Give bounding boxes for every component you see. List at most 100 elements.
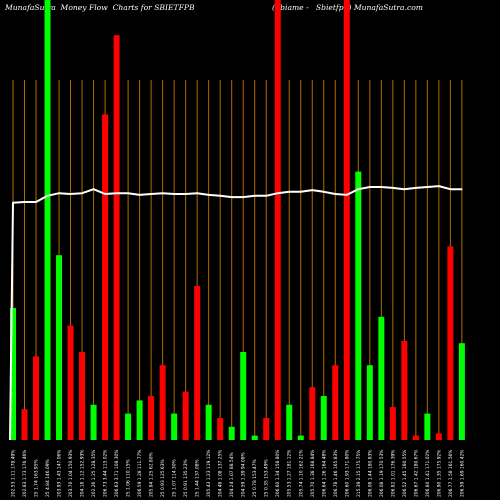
line-point	[162, 192, 164, 194]
bar-down	[21, 409, 28, 440]
bar-up	[378, 316, 385, 440]
x-tick-label: 206.90 1.35 175.92%	[436, 450, 442, 497]
line-point	[58, 192, 60, 194]
x-tick-label: 215.39 2.15 175.75%	[356, 450, 362, 497]
bar-down	[113, 35, 120, 440]
bar-down	[263, 418, 270, 440]
bar-down	[274, 0, 281, 440]
x-tick-label: 25 0.93 125.63%	[160, 459, 166, 497]
x-tick-label: 25 1.07 114.30%	[172, 459, 178, 497]
x-tick-label: 206.64 1.26 164.48%	[321, 450, 327, 497]
x-tick-label: 202.26 1.25 128.35%	[91, 450, 97, 497]
bar-up	[297, 435, 304, 440]
line-point	[173, 193, 175, 195]
line-point	[127, 192, 129, 194]
line-point	[12, 202, 14, 204]
bar-down	[182, 391, 189, 440]
bar-down	[401, 341, 408, 440]
line-point	[265, 195, 267, 197]
x-tick-label: 204.24 1.07 88.54%	[229, 452, 235, 497]
bar-up	[366, 365, 373, 440]
x-tick-label: 206.60 1.34 158.80%	[275, 450, 281, 497]
x-tick-label: 204.59 1.39 94.08%	[241, 452, 247, 497]
bar-up	[240, 352, 247, 440]
line-point	[185, 193, 187, 195]
bar-down	[389, 407, 396, 440]
x-tick-label: 206.59 1.28 111.77%	[137, 450, 143, 497]
x-tick-label: 205.74 1.10 162.21%	[298, 450, 304, 497]
x-tick-label: 202.83 1.73 176.46%	[22, 450, 28, 497]
line-point	[300, 191, 302, 193]
x-tick-label: 206.08 1.19 170.53%	[379, 450, 385, 497]
line-point	[139, 194, 141, 196]
x-tick-label: 206.73 3.44 115.02%	[103, 450, 109, 497]
line-point	[115, 192, 118, 194]
bar-up	[424, 413, 431, 440]
bar-down	[79, 352, 86, 440]
bar-up	[44, 0, 51, 440]
bar-down	[67, 325, 74, 440]
x-tick-label: 206.82 1.01 176.39%	[390, 450, 396, 497]
money-flow-line	[9, 185, 462, 441]
bar-up	[90, 404, 97, 440]
money-flow-line-group	[9, 185, 463, 441]
line-point	[81, 192, 83, 194]
x-tick-label: 206.59 1.69 160.42%	[459, 450, 465, 497]
bar-up	[458, 343, 465, 440]
x-tick-label: 205.43 1.23 119.12%	[206, 450, 212, 497]
x-tick-label: 204.48 1.08 137.25%	[218, 450, 224, 497]
x-tick-label: 206.67 1.42 180.67%	[413, 450, 419, 497]
line-point	[23, 201, 26, 203]
x-tick-label: 206.52 1.45 180.55%	[402, 450, 408, 497]
line-point	[369, 186, 371, 188]
line-point	[334, 193, 336, 195]
x-tick-label: 203.70 1.04 150.93%	[68, 450, 74, 497]
x-tick-label: 205.53 1.27 181.12%	[287, 450, 293, 497]
x-tick-label: 25 4.84 146.09%	[45, 459, 51, 497]
bar-up	[228, 426, 235, 440]
line-point	[357, 188, 359, 190]
line-point	[219, 195, 221, 197]
x-tick-label: 25 1.74 163.95%	[34, 459, 40, 497]
x-tick-label: 205.84 1.25 62.80%	[149, 452, 155, 497]
line-point	[449, 188, 451, 190]
line-point	[288, 191, 290, 193]
line-point	[150, 193, 152, 195]
bar-up	[355, 171, 362, 440]
line-point	[461, 188, 463, 190]
bar-up	[171, 413, 178, 440]
line-point	[231, 196, 233, 198]
bar-up	[10, 308, 16, 440]
bar-up	[136, 400, 143, 440]
x-tick-label: 202.53 1.11 178.49%	[11, 450, 17, 497]
x-tick-label: 206.08 1.44 180.83%	[367, 450, 373, 497]
bar-up	[251, 435, 258, 440]
line-point	[323, 191, 325, 193]
line-point	[403, 188, 405, 190]
line-point	[242, 196, 244, 198]
bar-down	[102, 114, 109, 441]
line-point	[277, 192, 279, 194]
line-point	[208, 194, 210, 196]
bar-down	[309, 387, 316, 440]
x-tick-label: 25 0.78 153.47%	[252, 459, 258, 497]
x-tick-label: 206.77 1.58 161.56%	[448, 450, 454, 497]
line-point	[69, 193, 72, 195]
bar-down	[194, 286, 201, 440]
x-tick-label: 25 1.06 110.15%	[126, 459, 132, 497]
x-tick-label: 25 0.91 135.23%	[183, 459, 189, 497]
line-point	[311, 189, 313, 191]
chart-subtitle: (Sbiame - Sbietfpb) MunafaSutra.com	[272, 3, 424, 12]
line-point	[104, 193, 106, 195]
line-point	[196, 192, 198, 194]
line-point	[92, 188, 95, 190]
x-tick-label: 204.18 1.12 152.93%	[80, 450, 86, 497]
bar-down	[412, 435, 419, 440]
line-point	[346, 194, 348, 196]
line-point	[35, 201, 37, 203]
bar-up	[205, 404, 212, 440]
line-point	[438, 185, 440, 187]
bars	[10, 0, 465, 441]
x-tick-label: 206.78 1.46 165.83%	[333, 450, 339, 497]
